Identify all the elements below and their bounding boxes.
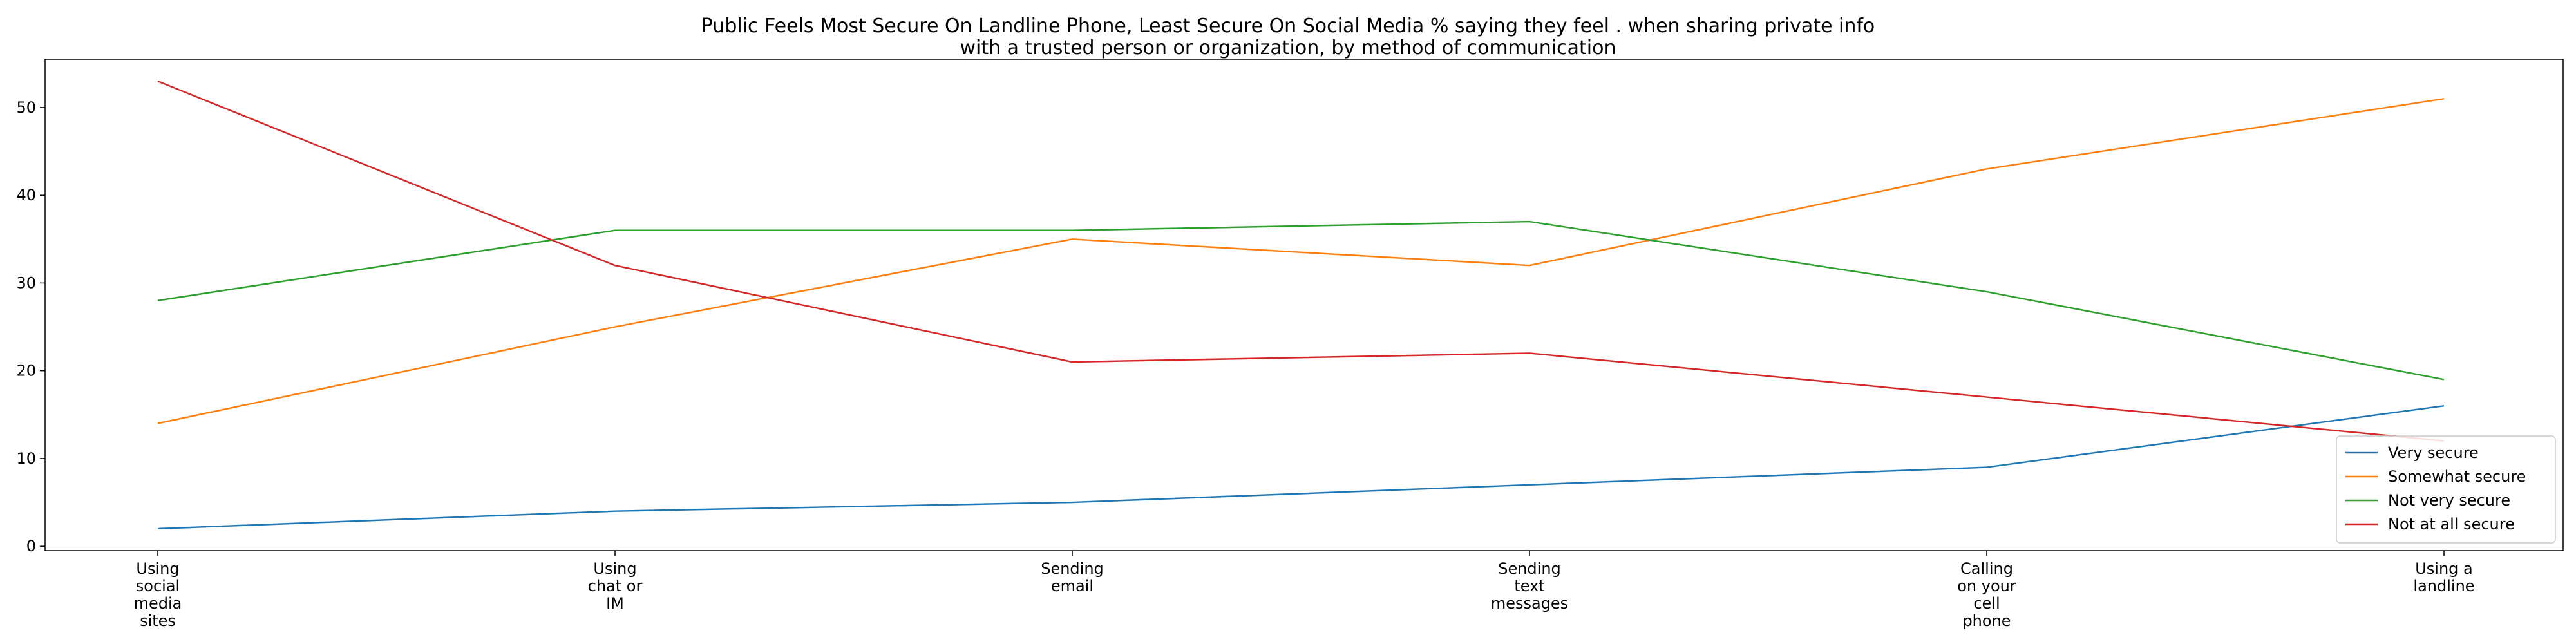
- series-line-not-at-all-secure: [157, 80, 2445, 442]
- x-tick-label-line: Using: [593, 560, 636, 578]
- x-tick-label-line: media: [134, 594, 182, 612]
- y-tick-label: 0: [26, 537, 36, 555]
- x-tick-label: Sending email: [1041, 560, 1104, 595]
- x-tick-label-line: Sending: [1041, 560, 1104, 578]
- y-tick-label: 40: [16, 186, 36, 204]
- y-axis: 0 10 20 30 40 50: [16, 99, 45, 555]
- series-line-not-very-secure: [157, 220, 2445, 381]
- x-tick-label-line: Sending: [1498, 560, 1561, 578]
- legend-box: [2336, 435, 2556, 544]
- x-tick-label-line: text: [1514, 577, 1544, 595]
- x-tick-label-line: Calling: [1960, 560, 2013, 578]
- x-tick-label: Using chat or IM: [588, 560, 643, 612]
- x-tick-label-line: Using: [136, 560, 179, 578]
- y-tick-label: 30: [16, 274, 36, 292]
- legend-label: Very secure: [2388, 444, 2479, 462]
- x-tick-label: Using a landline: [2413, 560, 2474, 595]
- y-tick-label: 50: [16, 99, 36, 117]
- series-line-somewhat-secure: [157, 98, 2445, 424]
- x-tick-label-line: phone: [1962, 612, 2011, 630]
- y-tick-label: 10: [16, 450, 36, 468]
- chart-title-line-1: Public Feels Most Secure On Landline Pho…: [701, 15, 1875, 37]
- x-tick-label-line: Using a: [2415, 560, 2473, 578]
- x-tick-label-line: chat or: [588, 577, 643, 595]
- legend: Very secure Somewhat secure Not very secur…: [2336, 435, 2556, 544]
- x-tick-label: Using social media sites: [134, 560, 182, 630]
- series-layer: [157, 80, 2445, 530]
- plot-area: [44, 59, 2564, 551]
- x-tick-label-line: IM: [606, 594, 624, 612]
- x-tick-label: Sending text messages: [1491, 560, 1568, 612]
- x-tick-label-line: email: [1051, 577, 1094, 595]
- x-tick-label-line: messages: [1491, 594, 1568, 612]
- y-tick-label: 20: [16, 362, 36, 380]
- chart-title-line-2: with a trusted person or organization, b…: [960, 37, 1616, 59]
- x-tick-label-line: cell: [1973, 594, 2000, 612]
- legend-label: Somewhat secure: [2388, 468, 2526, 486]
- x-tick-label-line: social: [136, 577, 180, 595]
- legend-label: Not at all secure: [2388, 515, 2515, 533]
- series-line-very-secure: [157, 404, 2445, 530]
- x-tick-label-line: landline: [2413, 577, 2474, 595]
- x-tick-label-line: sites: [140, 612, 176, 630]
- legend-label: Not very secure: [2388, 491, 2510, 509]
- x-tick-label: Calling on your cell phone: [1957, 560, 2016, 630]
- x-tick-label-line: on your: [1957, 577, 2016, 595]
